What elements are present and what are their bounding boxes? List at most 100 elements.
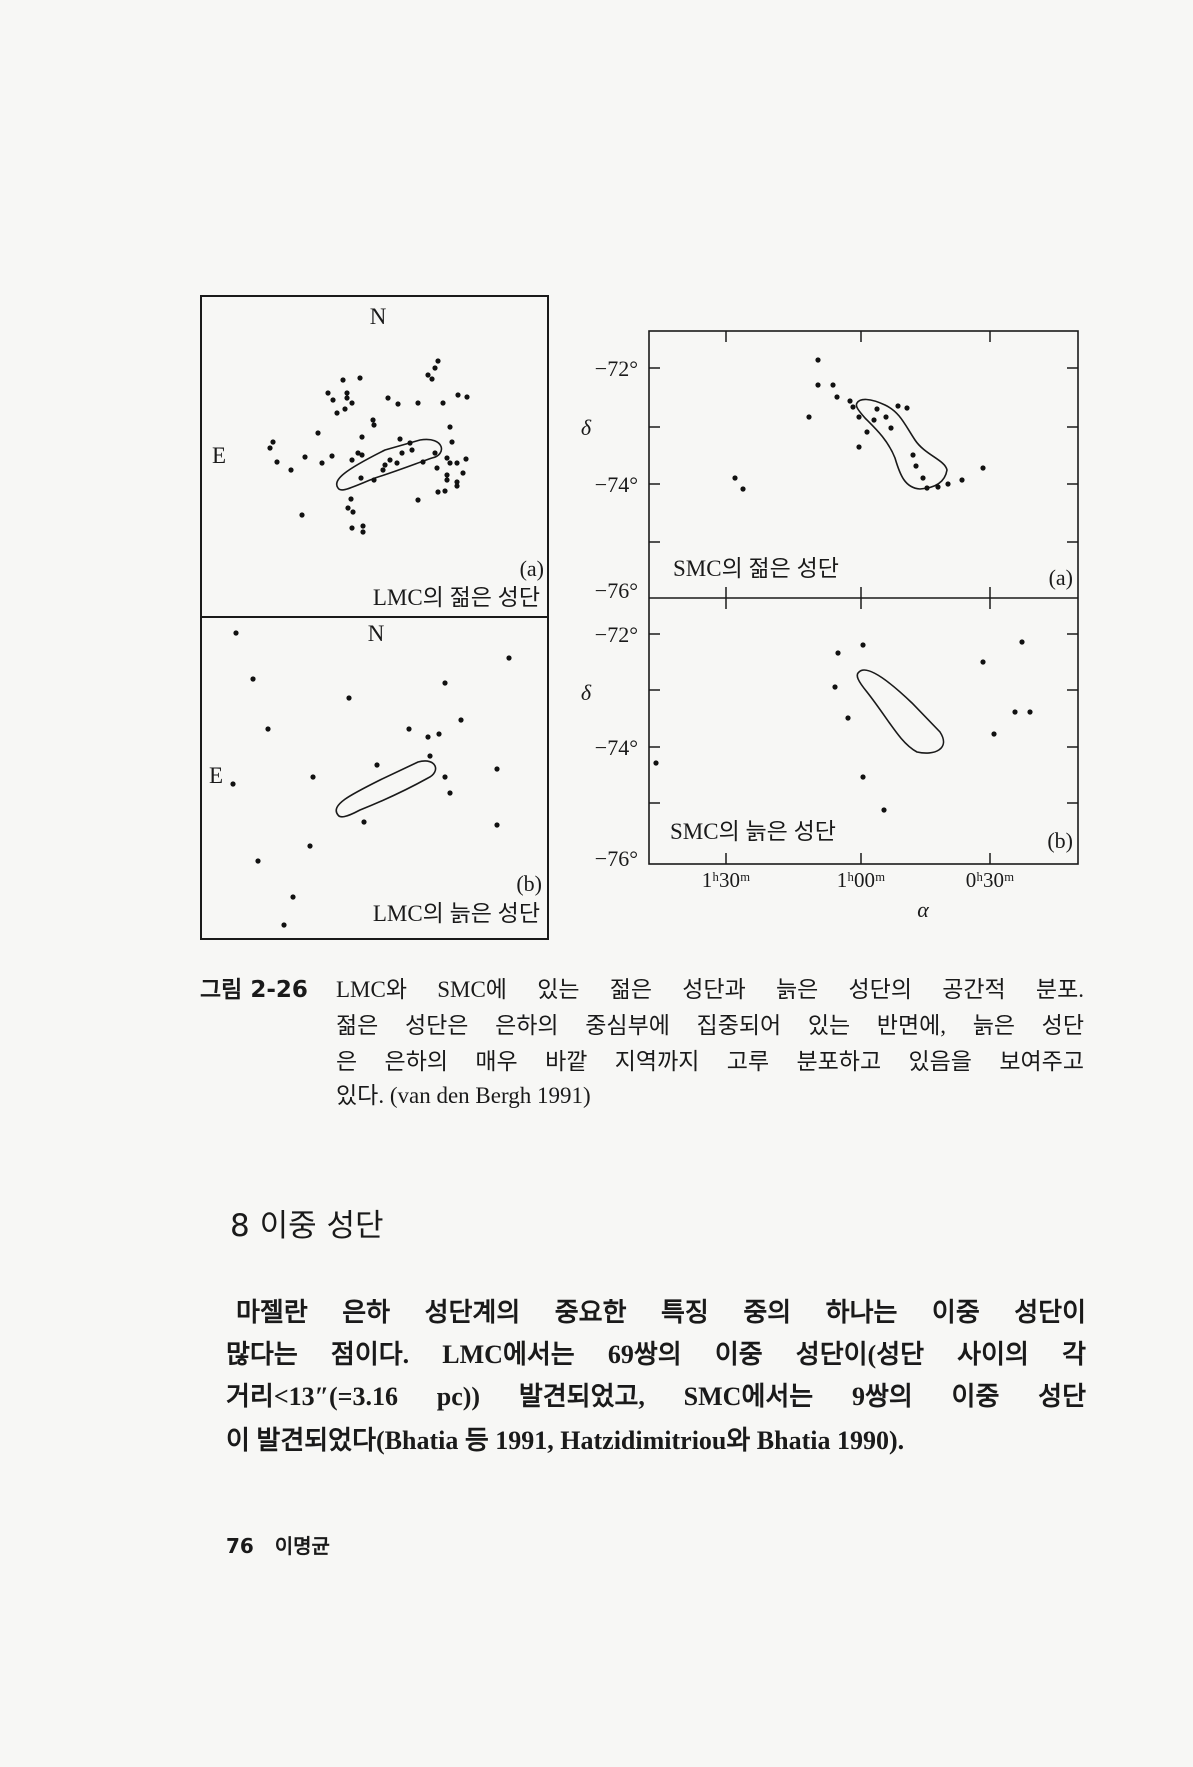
lmc-b-cluster-point [255,858,261,864]
lmc-a-cluster-point [342,406,348,412]
lmc-a-cluster-point [432,450,438,456]
smc-b-ytick-72: −72° [595,622,638,647]
lmc-b-cluster-point [506,655,512,661]
lmc-b-north-label: N [368,621,385,646]
lmc-b-cluster-point [406,726,412,732]
smc-a-cluster-point [856,414,862,420]
smc-a-cluster-point [834,394,840,400]
lmc-a-cluster-point [449,439,455,445]
smc-a-cluster-point [806,414,812,420]
lmc-a-cluster-point [315,430,321,436]
smc-a-title: SMC의 젊은 성단 [673,556,839,581]
smc-a-cluster-point [871,417,877,423]
smc-a-cluster-point [830,382,836,388]
lmc-b-cluster-point [447,790,453,796]
lmc-a-cluster-point [455,392,461,398]
smc-a-cluster-point [895,403,901,409]
lmc-a-cluster-point [432,365,438,371]
smc-b-title: SMC의 늙은 성단 [670,819,836,844]
lmc-a-cluster-point [340,377,346,383]
lmc-a-cluster-point [463,456,469,462]
lmc-a-cluster-point [357,375,363,381]
smc-b-y-axis-label: δ [581,680,592,705]
lmc-a-cluster-point [454,483,460,489]
lmc-a-cluster-point [288,467,294,473]
lmc-a-cluster-point [274,459,280,465]
body-line: 거리<13″(=3.16 pc)) 발견되었고, SMC에서는 9쌍의 이중 성… [226,1382,1086,1411]
smc-a-cluster-point [850,404,856,410]
smc-a-panel-tag: (a) [1049,565,1073,590]
smc-b-cluster-point [1027,709,1033,715]
smc-b-cluster-point [1019,639,1025,645]
lmc-a-cluster-point [325,390,331,396]
lmc-a-cluster-point [345,505,351,511]
smc-b-cluster-point [835,650,841,656]
body-line: 많다는 점이다. LMC에서는 69쌍의 이중 성단이(성단 사이의 각 [226,1340,1086,1369]
lmc-a-cluster-point [359,452,365,458]
lmc-b-east-label: E [209,763,223,788]
lmc-b-cluster-point [310,774,316,780]
lmc-a-north-label: N [370,304,387,329]
lmc-a-cluster-point [344,395,350,401]
smc-a-cluster-point [913,463,919,469]
smc-b-xtick-1h30m: 1ʰ30ᵐ [702,868,751,892]
lmc-a-cluster-point [299,512,305,518]
smc-a-ytick-72: −72° [595,356,638,381]
caption-line: 은 은하의 매우 바깥 지역까지 고루 분포하고 있음을 보여주고 [336,1049,1084,1074]
lmc-a-cluster-point [360,523,366,529]
smc-a-cluster-point [732,475,738,481]
lmc-b-cluster-point [458,717,464,723]
caption-line: LMC와 SMC에 있는 젊은 성단과 늙은 성단의 공간적 분포. [336,977,1084,1002]
lmc-a-cluster-point [270,439,276,445]
lmc-a-cluster-point [350,509,356,515]
lmc-a-panel-tag: (a) [520,556,544,581]
smc-a-ytick-74: −74° [595,472,638,497]
lmc-b-cluster-point [290,894,296,900]
lmc-b-cluster-point [427,753,433,759]
lmc-a-cluster-point [395,401,401,407]
lmc-b-cluster-point [442,774,448,780]
smc-a-cluster-point [904,405,910,411]
smc-b-cluster-point [991,731,997,737]
smc-a-y-axis-label: δ [581,415,592,440]
lmc-a-cluster-point [442,488,448,494]
lmc-b-bar-contour [335,760,437,818]
lmc-a-cluster-point [444,455,450,461]
lmc-a-cluster-point [267,445,273,451]
lmc-a-cluster-point [334,410,340,416]
lmc-a-cluster-point [319,460,325,466]
lmc-a-cluster-point [348,496,354,502]
caption-line: 젊은 성단은 은하의 중심부에 집중되어 있는 반면에, 늙은 성단 [336,1013,1084,1038]
lmc-b-cluster-point [346,695,352,701]
lmc-b-cluster-point [265,726,271,732]
lmc-a-cluster-point [329,453,335,459]
smc-b-xtick-0h30m: 0ʰ30ᵐ [966,868,1015,892]
lmc-a-cluster-point [429,376,435,382]
page-number: 76 [226,1534,254,1558]
lmc-a-cluster-point [302,454,308,460]
lmc-a-cluster-point [444,477,450,483]
lmc-b-cluster-point [436,731,442,737]
lmc-b-cluster-point [425,734,431,740]
smc-a-cluster-point [815,382,821,388]
lmc-a-cluster-point [415,400,421,406]
lmc-b-cluster-point [374,762,380,768]
smc-b-cluster-point [860,642,866,648]
smc-b-cluster-point [1012,709,1018,715]
lmc-a-cluster-point [435,358,441,364]
smc-b-xtick-1h00m: 1ʰ00ᵐ [837,868,886,892]
smc-a-cluster-point [888,425,894,431]
smc-a-ytick-76: −76° [595,578,638,603]
lmc-a-cluster-point [447,424,453,430]
author-name: 이명균 [274,1534,330,1558]
section-heading: 8 이중 성단 [230,1208,384,1244]
lmc-a-cluster-point [399,450,405,456]
lmc-a-cluster-point [344,390,350,396]
smc-a-cluster-point [910,452,916,458]
lmc-b-cluster-point [442,680,448,686]
smc-a-cluster-point [740,486,746,492]
lmc-a-cluster-point [454,479,460,485]
lmc-b-cluster-point [233,630,239,636]
lmc-a-cluster-point [460,470,466,476]
